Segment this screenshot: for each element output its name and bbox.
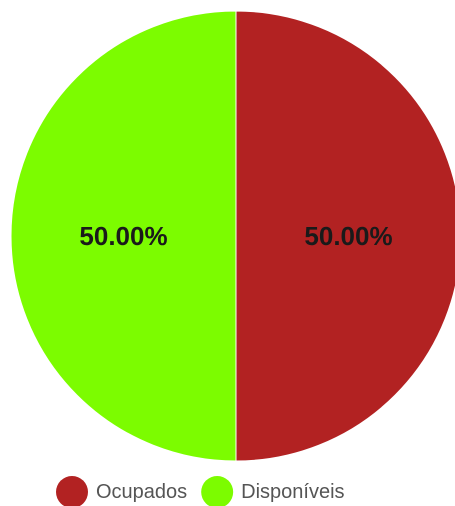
data-label-ocupados: 50.00% <box>304 221 392 251</box>
legend-swatch <box>56 476 88 506</box>
pie-data-labels: 50.00% 50.00% <box>79 221 392 251</box>
pie-slice-ocupados[interactable] <box>235 10 455 462</box>
legend-item-dispon-veis[interactable]: Disponíveis <box>201 476 345 506</box>
data-label-dispon-veis: 50.00% <box>79 221 167 251</box>
pie-slices <box>10 10 455 462</box>
pie-slice-dispon-veis[interactable] <box>10 10 237 462</box>
legend-label: Disponíveis <box>241 481 344 503</box>
legend-item-ocupados[interactable]: Ocupados <box>56 476 187 506</box>
legend-label: Ocupados <box>96 481 187 503</box>
legend: Ocupados Disponíveis <box>56 476 345 506</box>
legend-swatch <box>201 476 234 506</box>
